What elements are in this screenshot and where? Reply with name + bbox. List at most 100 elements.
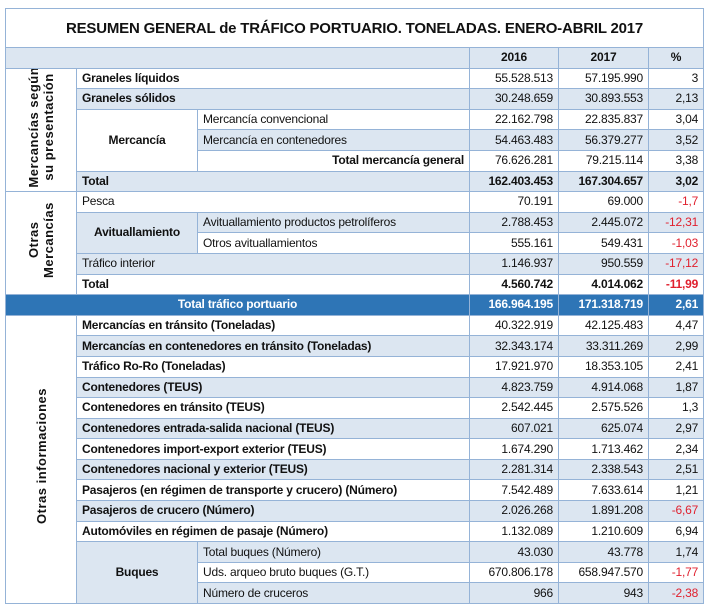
value-2016: 76.626.281 bbox=[469, 149, 559, 172]
row-label: Pesca bbox=[76, 191, 470, 213]
group-label: Buques bbox=[76, 541, 198, 605]
total-trafico-row: Total tráfico portuario 166.964.195 171.31… bbox=[5, 294, 705, 316]
row-label: Contenedores entrada-salida nacional (TE… bbox=[76, 417, 470, 440]
row-label: Total bbox=[76, 170, 470, 193]
value-pct: 2,13 bbox=[647, 88, 705, 110]
value-2016: 162.403.453 bbox=[469, 170, 559, 193]
value-2017: 22.835.837 bbox=[558, 108, 649, 131]
value-2017: 56.379.277 bbox=[558, 129, 649, 151]
value-2016: 1.132.089 bbox=[469, 520, 559, 543]
table-row: Pasajeros (en régimen de transporte y cr… bbox=[6, 479, 705, 502]
row-label: Mercancía en contenedores bbox=[197, 129, 470, 151]
section-label: Otras Mercancías bbox=[5, 191, 77, 296]
table-row: Uds. arqueo bruto buques (G.T.) 670.806.1… bbox=[6, 561, 705, 584]
value-pct: 2,61 bbox=[647, 294, 705, 316]
table-row: Buques Total buques (Número) 43.030 43.778 1… bbox=[6, 541, 705, 605]
value-2017: 950.559 bbox=[558, 252, 649, 275]
row-label: Tráfico interior bbox=[76, 252, 470, 275]
table-row: Mercancías según su presentación Graneles… bbox=[5, 67, 705, 193]
value-2016: 2.788.453 bbox=[469, 211, 559, 234]
table-row: Avituallamiento Avituallamiento productos… bbox=[6, 211, 705, 254]
value-pct: -2,38 bbox=[647, 582, 705, 605]
value-pct: 2,34 bbox=[647, 438, 705, 460]
title-row: RESUMEN GENERAL de TRÁFICO PORTUARIO. TO… bbox=[4, 8, 705, 48]
value-2017: 33.311.269 bbox=[558, 335, 649, 357]
value-2016: 4.560.742 bbox=[469, 273, 559, 296]
value-pct: 2,97 bbox=[647, 417, 705, 440]
value-2016: 166.964.195 bbox=[469, 294, 559, 316]
value-pct: 1,21 bbox=[647, 479, 705, 502]
header-pct: % bbox=[647, 47, 705, 69]
value-2017: 7.633.614 bbox=[558, 479, 649, 502]
row-label: Contenedores en tránsito (TEUS) bbox=[76, 397, 470, 419]
value-2017: 549.431 bbox=[558, 232, 649, 254]
value-pct: -17,12 bbox=[647, 252, 705, 275]
value-2016: 2.026.268 bbox=[469, 500, 559, 522]
value-2016: 70.191 bbox=[469, 191, 559, 213]
value-2016: 55.528.513 bbox=[469, 67, 559, 90]
value-pct: 3,38 bbox=[647, 149, 705, 172]
table-row: Tráfico interior 1.146.937 950.559 -17,12 bbox=[6, 252, 705, 275]
value-pct: 4,47 bbox=[647, 314, 705, 337]
value-2016: 607.021 bbox=[469, 417, 559, 440]
section-label: Mercancías según su presentación bbox=[5, 67, 77, 193]
value-pct: -1,7 bbox=[647, 191, 705, 213]
row-label: Mercancías en contenedores en tránsito (… bbox=[76, 335, 470, 357]
value-2016: 43.030 bbox=[469, 541, 559, 563]
value-2016: 17.921.970 bbox=[469, 355, 559, 378]
value-2017: 79.215.114 bbox=[558, 149, 649, 172]
table-row: Total 4.560.742 4.014.062 -11,99 bbox=[6, 273, 705, 296]
table-row: Contenedores import-export exterior (TEU… bbox=[6, 438, 705, 460]
row-label: Uds. arqueo bruto buques (G.T.) bbox=[197, 561, 470, 584]
row-label: Graneles líquidos bbox=[76, 67, 470, 90]
row-label: Tráfico Ro-Ro (Toneladas) bbox=[76, 355, 470, 378]
value-2016: 32.343.174 bbox=[469, 335, 559, 357]
value-2016: 40.322.919 bbox=[469, 314, 559, 337]
value-2017: 2.575.526 bbox=[558, 397, 649, 419]
value-2016: 54.463.483 bbox=[469, 129, 559, 151]
table-row: Contenedores nacional y exterior (TEUS) 2… bbox=[6, 458, 705, 481]
value-2017: 4.014.062 bbox=[558, 273, 649, 296]
value-2017: 2.338.543 bbox=[558, 458, 649, 481]
value-2017: 1.210.609 bbox=[558, 520, 649, 543]
value-pct: 1,74 bbox=[647, 541, 705, 563]
table-row: Tráfico Ro-Ro (Toneladas) 17.921.970 18.35… bbox=[6, 355, 705, 378]
row-label: Avituallamiento productos petrolíferos bbox=[197, 211, 470, 234]
value-2017: 43.778 bbox=[558, 541, 649, 563]
value-pct: 2,99 bbox=[647, 335, 705, 357]
value-2017: 4.914.068 bbox=[558, 376, 649, 399]
row-label: Total bbox=[76, 273, 470, 296]
value-2017: 57.195.990 bbox=[558, 67, 649, 90]
value-pct: 3 bbox=[647, 67, 705, 90]
value-2016: 555.161 bbox=[469, 232, 559, 254]
value-pct: 2,41 bbox=[647, 355, 705, 378]
row-label: Total mercancía general bbox=[197, 149, 470, 172]
value-pct: -1,03 bbox=[647, 232, 705, 254]
value-2016: 2.281.314 bbox=[469, 458, 559, 481]
header-blank bbox=[5, 47, 470, 69]
value-2016: 1.674.290 bbox=[469, 438, 559, 460]
value-pct: 3,04 bbox=[647, 108, 705, 131]
row-label: Total buques (Número) bbox=[197, 541, 470, 563]
table-row: Pasajeros de crucero (Número) 2.026.268 1.… bbox=[6, 500, 705, 522]
table-row: Mercancía Mercancía convencional 22.162.79… bbox=[6, 108, 705, 172]
row-label: Automóviles en régimen de pasaje (Número… bbox=[76, 520, 470, 543]
table-row: Contenedores en tránsito (TEUS) 2.542.445… bbox=[6, 397, 705, 419]
row-label: Número de cruceros bbox=[197, 582, 470, 605]
value-2017: 2.445.072 bbox=[558, 211, 649, 234]
group-label: Mercancía bbox=[76, 108, 198, 172]
row-label: Contenedores (TEUS) bbox=[76, 376, 470, 399]
value-2016: 30.248.659 bbox=[469, 88, 559, 110]
value-pct: 3,02 bbox=[647, 170, 705, 193]
value-pct: 1,87 bbox=[647, 376, 705, 399]
value-2016: 22.162.798 bbox=[469, 108, 559, 131]
table-row: Otras informaciones Mercancías en tránsit… bbox=[5, 314, 705, 605]
table-row: Total 162.403.453 167.304.657 3,02 bbox=[6, 170, 705, 193]
section-label-text: Otras Mercancías bbox=[26, 202, 56, 279]
table-row: Automóviles en régimen de pasaje (Número… bbox=[6, 520, 705, 543]
row-label: Pasajeros (en régimen de transporte y cr… bbox=[76, 479, 470, 502]
table-row: Contenedores entrada-salida nacional (TE… bbox=[6, 417, 705, 440]
value-2016: 2.542.445 bbox=[469, 397, 559, 419]
row-label: Graneles sólidos bbox=[76, 88, 470, 110]
table-row: Otras Mercancías Pesca 70.191 69.000 -1,7 bbox=[5, 191, 705, 296]
